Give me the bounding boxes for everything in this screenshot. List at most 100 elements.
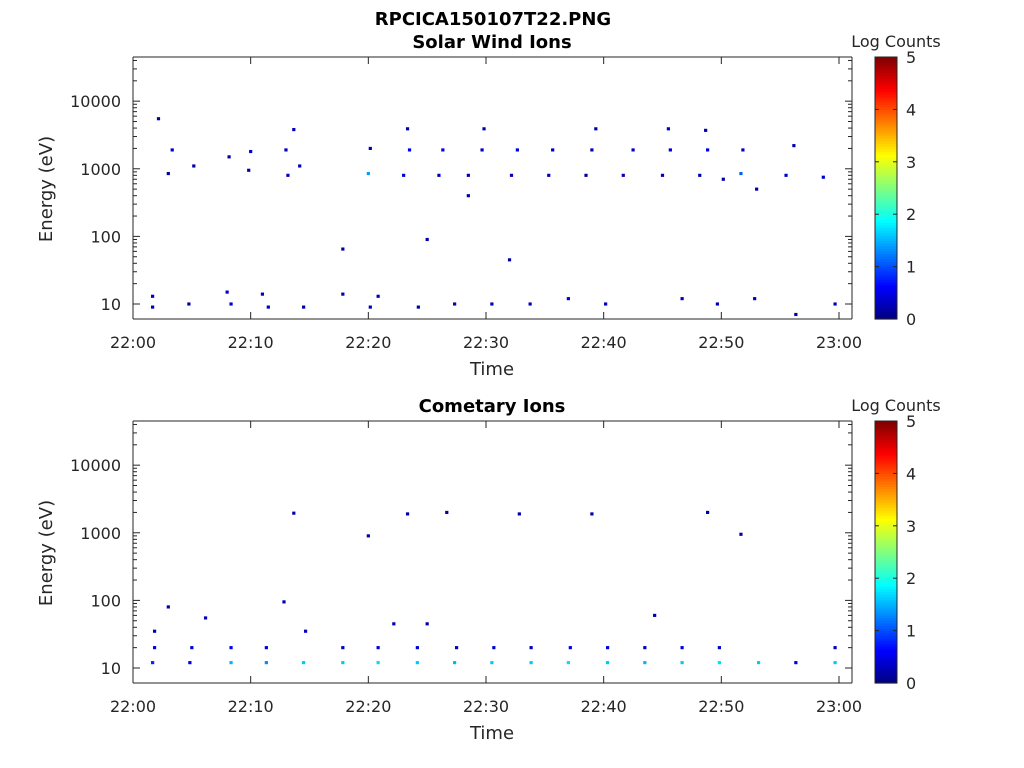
heatmap-cell — [515, 148, 519, 152]
colorbar-band — [875, 177, 897, 181]
colorbar-band — [875, 583, 897, 587]
colorbar-band — [875, 549, 897, 553]
plot-area — [133, 421, 852, 683]
panel-title: Cometary Ions — [419, 396, 566, 417]
heatmap-cell — [568, 646, 572, 650]
colorbar-band — [875, 455, 897, 459]
heatmap-cell — [170, 148, 174, 152]
colorbar-label: Log Counts — [851, 32, 941, 51]
colorbar-band — [875, 119, 897, 124]
colorbar-band — [875, 504, 897, 509]
colorbar-band — [875, 528, 897, 532]
colorbar-band — [875, 601, 897, 605]
colorbar-band — [875, 478, 897, 482]
heatmap-cell — [249, 149, 253, 154]
colorbar-band — [875, 423, 897, 427]
colorbar-band — [875, 198, 897, 202]
colorbar-band — [875, 646, 897, 650]
heatmap-cell — [425, 237, 429, 242]
colorbar-band — [875, 258, 897, 262]
heatmap-cell — [680, 661, 684, 665]
colorbar-band — [875, 447, 897, 451]
heatmap-cell — [755, 187, 759, 191]
colorbar-band — [875, 77, 897, 82]
colorbar-band — [875, 648, 897, 653]
colorbar-band — [875, 93, 897, 97]
colorbar-band — [875, 575, 897, 579]
colorbar-band — [875, 607, 897, 611]
heatmap-cell — [292, 511, 296, 515]
colorbar-tick-label: 0 — [906, 310, 916, 329]
colorbar-band — [875, 151, 897, 155]
colorbar-band — [875, 638, 897, 642]
heatmap-cell — [821, 175, 825, 179]
colorbar-band — [875, 180, 897, 184]
colorbar-band — [875, 222, 897, 226]
colorbar-band — [875, 620, 897, 624]
heatmap-cell — [264, 661, 268, 665]
colorbar-band — [875, 510, 897, 514]
heatmap-cell — [833, 646, 837, 650]
heatmap-cell — [156, 117, 161, 121]
colorbar-band — [875, 470, 897, 474]
colorbar-band — [875, 269, 897, 273]
colorbar-band — [875, 428, 897, 433]
heatmap-cell — [594, 127, 598, 131]
colorbar-band — [875, 596, 897, 600]
colorbar-band — [875, 662, 897, 666]
heatmap-cell — [753, 297, 757, 301]
y-tick-label: 1000 — [80, 160, 121, 179]
colorbar-frame — [874, 420, 898, 684]
colorbar-band — [875, 536, 897, 540]
colorbar-band — [875, 643, 897, 647]
heatmap-cell — [739, 171, 743, 176]
colorbar-band — [875, 62, 897, 66]
colorbar-band — [875, 140, 897, 145]
colorbar-band — [875, 669, 897, 674]
colorbar-band — [875, 444, 897, 448]
heatmap-cell — [717, 646, 721, 650]
heatmap-cell — [590, 512, 594, 516]
x-tick-label: 22:40 — [581, 333, 627, 352]
colorbar-band — [875, 627, 897, 632]
colorbar-band — [875, 559, 897, 564]
heatmap-cell — [266, 305, 270, 309]
heatmap-cell — [717, 661, 721, 665]
colorbar-band — [875, 452, 897, 456]
colorbar-band — [875, 127, 897, 131]
y-tick-label: 10 — [101, 659, 121, 678]
heatmap-cell — [190, 646, 194, 650]
heatmap-cell — [368, 146, 372, 150]
colorbar-band — [875, 112, 897, 116]
heatmap-cell — [151, 305, 155, 309]
colorbar-band — [875, 206, 897, 210]
heatmap-cell — [376, 646, 380, 650]
colorbar-band — [875, 182, 897, 186]
heatmap-cell — [605, 661, 610, 665]
heatmap-cell — [376, 661, 380, 665]
colorbar-band — [875, 517, 897, 522]
colorbar-tick-label: 1 — [906, 622, 916, 641]
colorbar-band — [875, 609, 897, 613]
y-tick-label: 1000 — [80, 524, 121, 543]
colorbar-band — [875, 677, 897, 681]
colorbar-band — [875, 570, 897, 574]
heatmap-cell — [166, 605, 170, 609]
colorbar-band — [875, 572, 897, 577]
colorbar-band — [875, 64, 897, 69]
colorbar-band — [875, 232, 897, 236]
colorbar-band — [875, 481, 897, 485]
y-tick-label: 10000 — [70, 92, 121, 111]
colorbar-band — [875, 169, 897, 173]
x-tick-label: 22:30 — [463, 697, 509, 716]
colorbar-tick-label: 2 — [906, 569, 916, 588]
heatmap-cell — [445, 510, 449, 514]
colorbar-band — [875, 88, 897, 92]
colorbar-band — [875, 313, 897, 317]
x-tick-label: 23:00 — [816, 697, 862, 716]
colorbar-band — [875, 460, 897, 464]
colorbar-band — [875, 441, 897, 446]
heatmap-cell — [715, 302, 720, 306]
